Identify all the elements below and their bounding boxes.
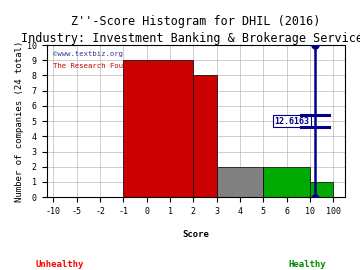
Bar — [264, 167, 310, 197]
Text: The Research Foundation of SUNY: The Research Foundation of SUNY — [54, 63, 189, 69]
Bar — [123, 60, 193, 197]
X-axis label: Score: Score — [182, 230, 209, 239]
Title: Z''-Score Histogram for DHIL (2016)
Industry: Investment Banking & Brokerage Ser: Z''-Score Histogram for DHIL (2016) Indu… — [21, 15, 360, 45]
Text: Unhealthy: Unhealthy — [36, 260, 84, 269]
Text: ©www.textbiz.org: ©www.textbiz.org — [54, 51, 123, 57]
Text: 12.6163: 12.6163 — [274, 117, 309, 126]
Bar — [217, 167, 264, 197]
Bar — [193, 75, 217, 197]
Text: Healthy: Healthy — [288, 260, 326, 269]
Y-axis label: Number of companies (24 total): Number of companies (24 total) — [15, 40, 24, 202]
Bar — [310, 182, 333, 197]
